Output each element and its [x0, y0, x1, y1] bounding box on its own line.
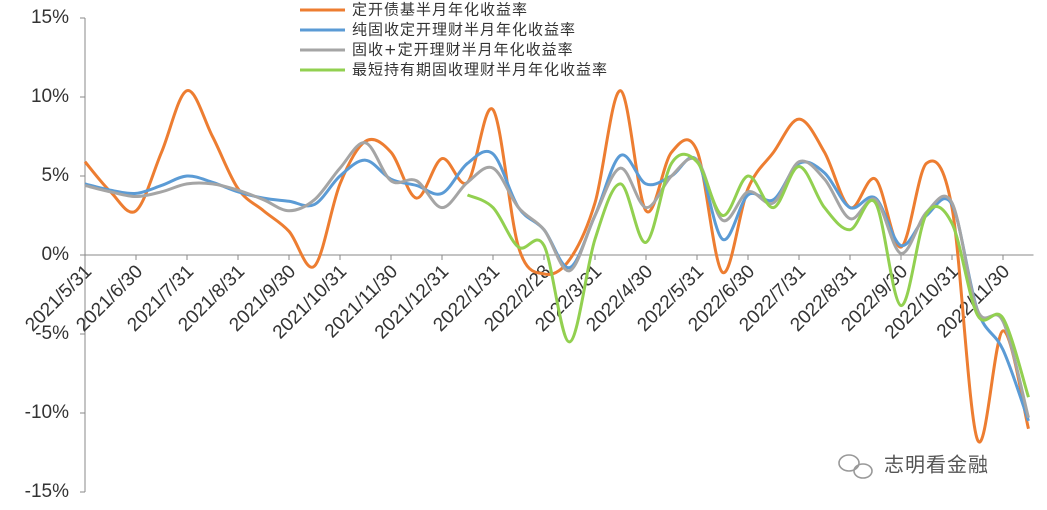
- y-tick-label: -15%: [25, 481, 69, 502]
- legend-label: 固收+定开理财半月年化收益率: [352, 41, 574, 59]
- y-tick-label: -5%: [35, 323, 69, 344]
- watermark: 志明看金融: [884, 453, 989, 477]
- legend-label: 纯固收定开理财半月年化收益率: [352, 21, 576, 39]
- series-line: [84, 141, 1030, 419]
- legend-label: 最短持有期固收理财半月年化收益率: [352, 61, 608, 79]
- series-line: [83, 89, 1030, 444]
- y-tick-label: 15%: [31, 7, 69, 28]
- legend-label: 定开债基半月年化收益率: [352, 1, 528, 19]
- y-tick-label: 10%: [31, 86, 69, 107]
- y-tick-label: 5%: [42, 165, 70, 186]
- y-tick-label: 0%: [42, 244, 70, 265]
- series-line: [466, 152, 1030, 398]
- y-tick-label: -10%: [25, 402, 69, 423]
- watermark-icon: [838, 454, 873, 479]
